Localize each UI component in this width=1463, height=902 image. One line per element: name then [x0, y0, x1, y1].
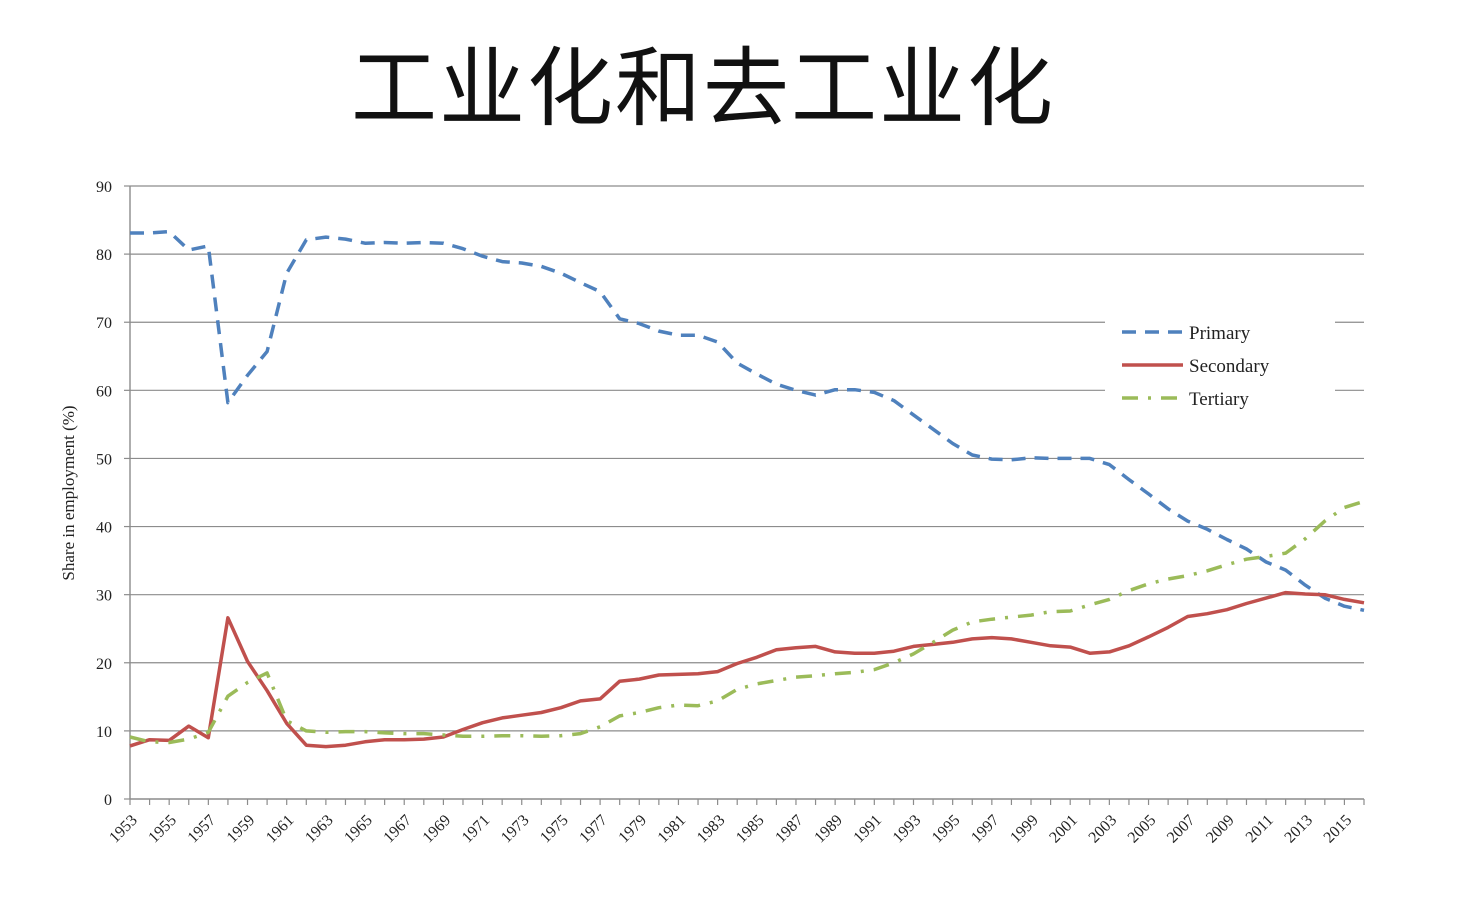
y-tick-label: 30 — [96, 588, 112, 605]
x-tick-label: 1963 — [302, 812, 337, 847]
slide-title: 工业化和去工业化 — [351, 39, 1055, 139]
x-tick-label: 1955 — [145, 812, 180, 847]
gridlines — [130, 185, 1364, 732]
y-tick-label: 50 — [96, 451, 112, 468]
x-tick-label: 1997 — [968, 812, 1003, 847]
series-line-primary — [130, 229, 1365, 613]
x-tick-label: 1961 — [263, 812, 298, 847]
x-tick-label: 2011 — [1243, 812, 1277, 846]
x-tick-label: 1969 — [420, 812, 455, 847]
x-tick-label: 1953 — [106, 812, 141, 847]
x-tick-label: 1991 — [850, 812, 885, 847]
x-tick-label: 2015 — [1321, 812, 1356, 847]
legend-label-tertiary: Tertiary — [1189, 389, 1249, 410]
x-tick-labels: 1953 1955 1957 1959 1961 1963 1965 1967 1969 1971… — [106, 812, 1355, 847]
y-tick-label: 60 — [96, 383, 112, 400]
x-tick-label: 1977 — [576, 812, 611, 847]
legend-label-primary: Primary — [1189, 323, 1251, 344]
x-tick-label: 1989 — [811, 812, 846, 847]
x-tick-label: 2005 — [1125, 812, 1160, 847]
x-tick-label: 1981 — [655, 812, 690, 847]
x-tick-label: 2003 — [1086, 812, 1121, 847]
y-tick-label: 0 — [104, 792, 112, 809]
legend: Primary Secondary Tertiary — [1105, 310, 1335, 420]
x-tick-label: 1959 — [224, 812, 259, 847]
y-tick-labels: 0 10 20 30 40 50 60 70 80 90 — [96, 179, 112, 809]
x-tick-label: 1973 — [498, 812, 533, 847]
x-tick-label: 1971 — [459, 812, 494, 847]
y-tick-label: 80 — [96, 247, 112, 264]
series-line-tertiary — [129, 499, 1365, 745]
y-axis-label: Share in employment (%) — [59, 405, 78, 580]
y-tick-label: 10 — [96, 724, 112, 741]
x-tick-label: 1987 — [772, 812, 807, 847]
axes — [124, 185, 1365, 805]
x-tick-label: 1979 — [615, 812, 650, 847]
x-tick-label: 1995 — [929, 812, 964, 847]
x-tick-label: 1967 — [380, 812, 415, 847]
x-tick-label: 1957 — [185, 812, 220, 847]
y-tick-label: 70 — [96, 315, 112, 332]
x-tick-label: 1985 — [733, 812, 768, 847]
y-tick-label: 90 — [96, 179, 112, 196]
x-tick-label: 1983 — [694, 812, 729, 847]
series-lines — [129, 229, 1365, 749]
y-tick-label: 40 — [96, 520, 112, 537]
x-tick-label: 2007 — [1164, 812, 1199, 847]
x-tick-label: 2013 — [1281, 812, 1316, 847]
x-tick-label: 1993 — [890, 812, 925, 847]
y-tick-label: 20 — [96, 656, 112, 673]
x-tick-label: 1965 — [341, 812, 376, 847]
x-tick-label: 2001 — [1046, 812, 1081, 847]
x-tick-label: 2009 — [1203, 812, 1238, 847]
x-tick-label: 1975 — [537, 812, 572, 847]
series-line-secondary — [129, 590, 1365, 749]
x-tick-label: 1999 — [1007, 812, 1042, 847]
legend-label-secondary: Secondary — [1189, 356, 1270, 377]
